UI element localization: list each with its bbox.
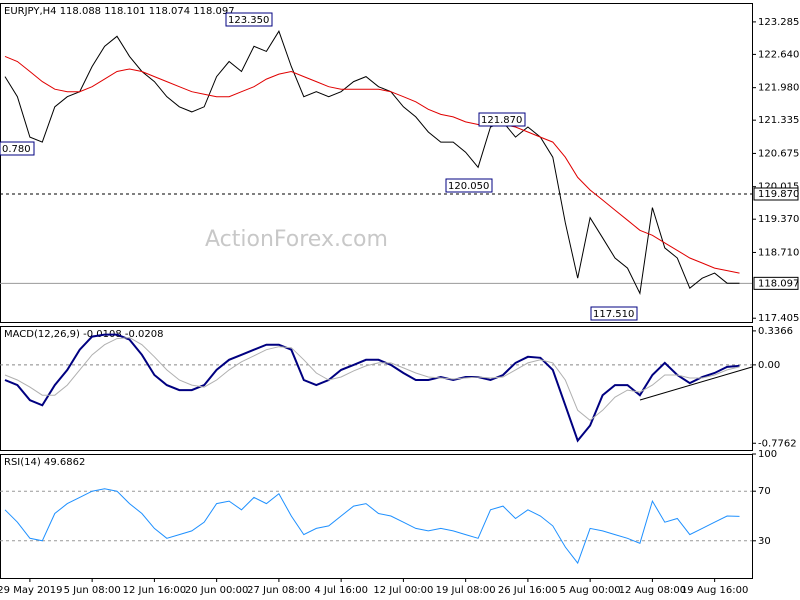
x-tick-label: 20 Jun 00:00 bbox=[185, 585, 249, 596]
level-label: 119.870 bbox=[758, 189, 799, 200]
x-tick-label: 19 Jul 08:00 bbox=[436, 585, 496, 596]
watermark: ActionForex.com bbox=[205, 227, 388, 252]
x-tick-label: 26 Jul 16:00 bbox=[498, 585, 558, 596]
x-tick-label: 29 May 2019 bbox=[0, 585, 63, 596]
annotation-box bbox=[590, 306, 638, 321]
level-label-box bbox=[753, 276, 799, 290]
y-tick-label: 118.710 bbox=[758, 247, 799, 258]
annotation: 123.350 bbox=[228, 15, 269, 26]
y-tick-label: 30 bbox=[758, 536, 771, 547]
y-tick-label: 123.285 bbox=[758, 17, 799, 28]
level-label: 118.097 bbox=[758, 278, 799, 289]
x-tick-label: 5 Aug 00:00 bbox=[560, 585, 621, 596]
series-line bbox=[4, 488, 740, 565]
y-tick-label: -0.7762 bbox=[758, 438, 797, 449]
series-line bbox=[4, 333, 740, 443]
series-line bbox=[4, 55, 740, 274]
y-tick-label: 117.405 bbox=[758, 313, 799, 324]
trend-line bbox=[639, 366, 753, 401]
y-tick-label: 70 bbox=[758, 486, 771, 497]
y-tick-label: 121.980 bbox=[758, 83, 799, 94]
x-tick-label: 27 Jun 08:00 bbox=[247, 585, 311, 596]
rsi-title: RSI(14) 49.6862 bbox=[4, 457, 85, 468]
series-line bbox=[4, 30, 740, 295]
x-tick-label: 12 Jul 00:00 bbox=[373, 585, 433, 596]
annotation-box bbox=[478, 112, 526, 127]
rsi-panel bbox=[0, 454, 753, 579]
x-tick-label: 12 Aug 08:00 bbox=[619, 585, 686, 596]
level-label-box bbox=[753, 187, 799, 201]
y-tick-label: 0.00 bbox=[758, 360, 780, 371]
price-title: EURJPY,H4 118.088 118.101 118.074 118.09… bbox=[4, 6, 235, 17]
macd-title: MACD(12,26,9) -0.0108 -0.0208 bbox=[4, 329, 164, 340]
annotation: 117.510 bbox=[593, 309, 634, 320]
series-line bbox=[4, 337, 740, 422]
macd-panel bbox=[0, 326, 753, 451]
y-tick-label: 100 bbox=[758, 449, 777, 460]
x-tick-label: 4 Jul 16:00 bbox=[314, 585, 368, 596]
x-tick-label: 19 Aug 16:00 bbox=[681, 585, 748, 596]
y-tick-label: 120.015 bbox=[758, 182, 799, 193]
y-tick-label: 121.335 bbox=[758, 115, 799, 126]
annotation: 121.870 bbox=[481, 115, 522, 126]
annotation: 120.050 bbox=[448, 181, 489, 192]
y-tick-label: 122.640 bbox=[758, 49, 799, 60]
annotation: 0.780 bbox=[2, 144, 31, 155]
annotation-box bbox=[0, 141, 35, 156]
y-tick-label: 120.675 bbox=[758, 148, 799, 159]
x-tick-label: 12 Jun 16:00 bbox=[123, 585, 187, 596]
price-panel bbox=[0, 3, 753, 323]
y-tick-label: 119.370 bbox=[758, 214, 799, 225]
y-tick-label: 0.3366 bbox=[758, 326, 793, 337]
annotation-box bbox=[225, 12, 273, 27]
x-tick-label: 5 Jun 08:00 bbox=[64, 585, 121, 596]
annotation-box bbox=[445, 178, 493, 193]
